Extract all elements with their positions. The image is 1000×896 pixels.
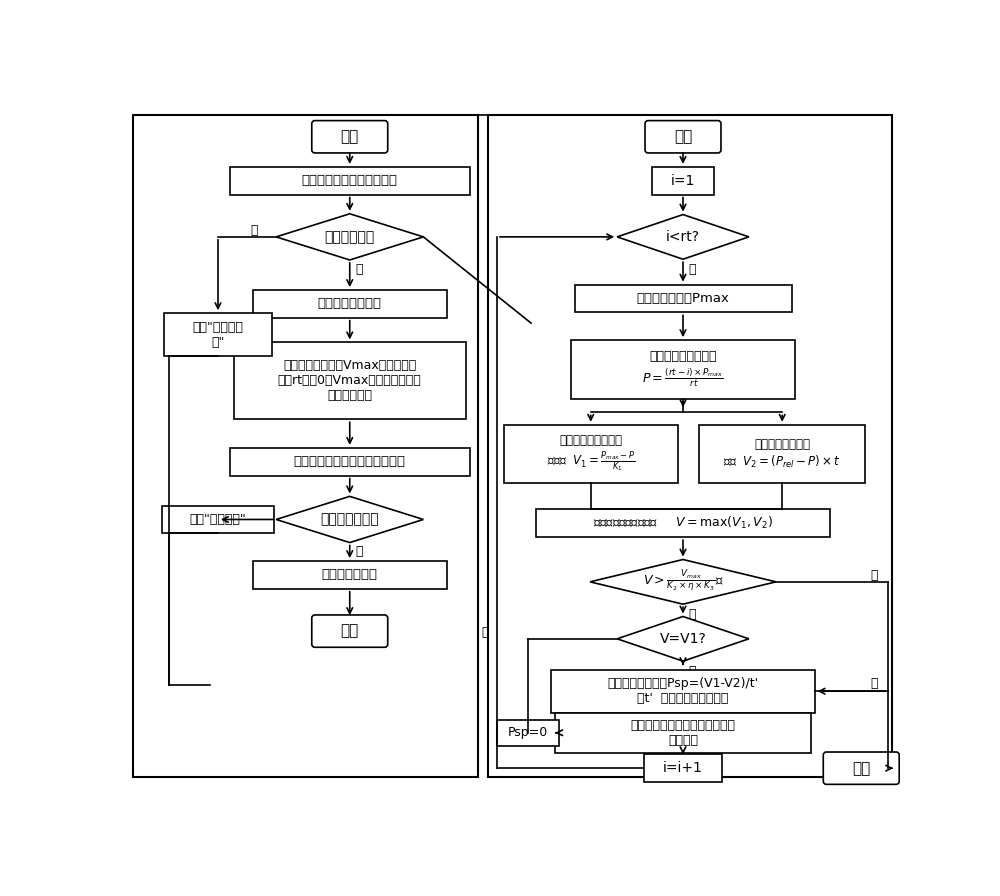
Text: 需量管理后最大功率
$P = \frac{(rt-i)\times P_{max}}{rt}$: 需量管理后最大功率 $P = \frac{(rt-i)\times P_{max… — [642, 349, 724, 389]
Text: 否: 否 — [871, 569, 878, 582]
Text: 削峰填谷放电功率Psp=(V1-V2)/t'
（t'  为非需量管理时间）: 削峰填谷放电功率Psp=(V1-V2)/t' （t' 为非需量管理时间） — [607, 677, 759, 705]
Text: 为企业配置储能并找到最优配置: 为企业配置储能并找到最优配置 — [294, 455, 406, 469]
Text: 否: 否 — [689, 607, 696, 621]
Text: 提供相应电能所需
容量  $V_2=(P_{rel}-P)\times t$: 提供相应电能所需 容量 $V_2=(P_{rel}-P)\times t$ — [723, 438, 841, 470]
Text: 确定功率最大值Pmax: 确定功率最大值Pmax — [637, 292, 729, 305]
Text: 开始: 开始 — [341, 129, 359, 144]
FancyBboxPatch shape — [162, 505, 274, 533]
Text: 开始: 开始 — [674, 129, 692, 144]
FancyBboxPatch shape — [823, 752, 899, 784]
FancyBboxPatch shape — [253, 561, 447, 589]
Text: 输出"非目标用
户": 输出"非目标用 户" — [193, 321, 243, 349]
Text: i<rt?: i<rt? — [666, 230, 700, 244]
Text: V=V1?: V=V1? — [660, 632, 706, 646]
Text: 需量管理所需电池容量     $V=\max(V_1, V_2)$: 需量管理所需电池容量 $V=\max(V_1, V_2)$ — [593, 515, 773, 531]
FancyBboxPatch shape — [312, 121, 388, 153]
Text: 否: 否 — [251, 224, 258, 237]
Text: 否: 否 — [482, 626, 489, 639]
Text: 是: 是 — [355, 263, 363, 276]
Text: i=1: i=1 — [671, 174, 695, 187]
FancyBboxPatch shape — [230, 448, 470, 476]
Polygon shape — [276, 496, 423, 543]
Text: 峰谷差用户？: 峰谷差用户？ — [325, 230, 375, 244]
FancyBboxPatch shape — [571, 340, 795, 399]
Polygon shape — [276, 214, 423, 260]
Text: 否: 否 — [251, 507, 258, 520]
FancyBboxPatch shape — [230, 167, 470, 194]
Text: 提供相应功率电池所
需容量  $V_1=\frac{P_{max}-P}{K_1}$: 提供相应功率电池所 需容量 $V_1=\frac{P_{max}-P}{K_1}… — [547, 434, 635, 474]
Polygon shape — [617, 616, 749, 661]
Text: 计算并输出结果: 计算并输出结果 — [322, 568, 378, 582]
Text: 最优配置盈利？: 最优配置盈利？ — [320, 513, 379, 527]
Text: 是: 是 — [689, 665, 696, 677]
FancyBboxPatch shape — [555, 712, 811, 753]
FancyBboxPatch shape — [488, 116, 892, 778]
Text: 是: 是 — [355, 546, 363, 558]
Text: 形成储能配置后用户功率曲线及
月度电费: 形成储能配置后用户功率曲线及 月度电费 — [631, 719, 736, 746]
Text: Psp=0: Psp=0 — [508, 727, 548, 739]
FancyBboxPatch shape — [536, 510, 830, 538]
FancyBboxPatch shape — [234, 342, 466, 419]
FancyBboxPatch shape — [253, 290, 447, 318]
Text: 企业用户负荷曲线类型判断: 企业用户负荷曲线类型判断 — [302, 174, 398, 187]
Text: 估算企业年度电费: 估算企业年度电费 — [318, 297, 382, 310]
FancyBboxPatch shape — [504, 425, 678, 483]
Text: i=i+1: i=i+1 — [663, 762, 703, 775]
FancyBboxPatch shape — [652, 167, 714, 194]
Text: $V > \frac{V_{max}}{K_2 \times \eta \times K_3}$？: $V > \frac{V_{max}}{K_2 \times \eta \tim… — [643, 569, 723, 594]
Text: 是: 是 — [689, 263, 696, 276]
Text: 是: 是 — [871, 677, 878, 690]
Text: 结束: 结束 — [852, 761, 870, 776]
FancyBboxPatch shape — [574, 285, 792, 313]
FancyBboxPatch shape — [497, 719, 559, 745]
FancyBboxPatch shape — [551, 669, 815, 712]
FancyBboxPatch shape — [645, 121, 721, 153]
FancyBboxPatch shape — [644, 754, 722, 782]
FancyBboxPatch shape — [699, 425, 865, 483]
Text: 输出"无法盈利": 输出"无法盈利" — [190, 513, 246, 526]
Text: 结束: 结束 — [341, 624, 359, 639]
FancyBboxPatch shape — [312, 615, 388, 647]
Text: 确定最大电池容量Vmax，定义搜索
精度rt，从0到Vmax遍历，找出电池
容量最优配置: 确定最大电池容量Vmax，定义搜索 精度rt，从0到Vmax遍历，找出电池 容量… — [278, 359, 422, 402]
Polygon shape — [590, 559, 776, 604]
FancyBboxPatch shape — [133, 116, 478, 778]
Polygon shape — [617, 214, 749, 259]
FancyBboxPatch shape — [164, 313, 272, 357]
